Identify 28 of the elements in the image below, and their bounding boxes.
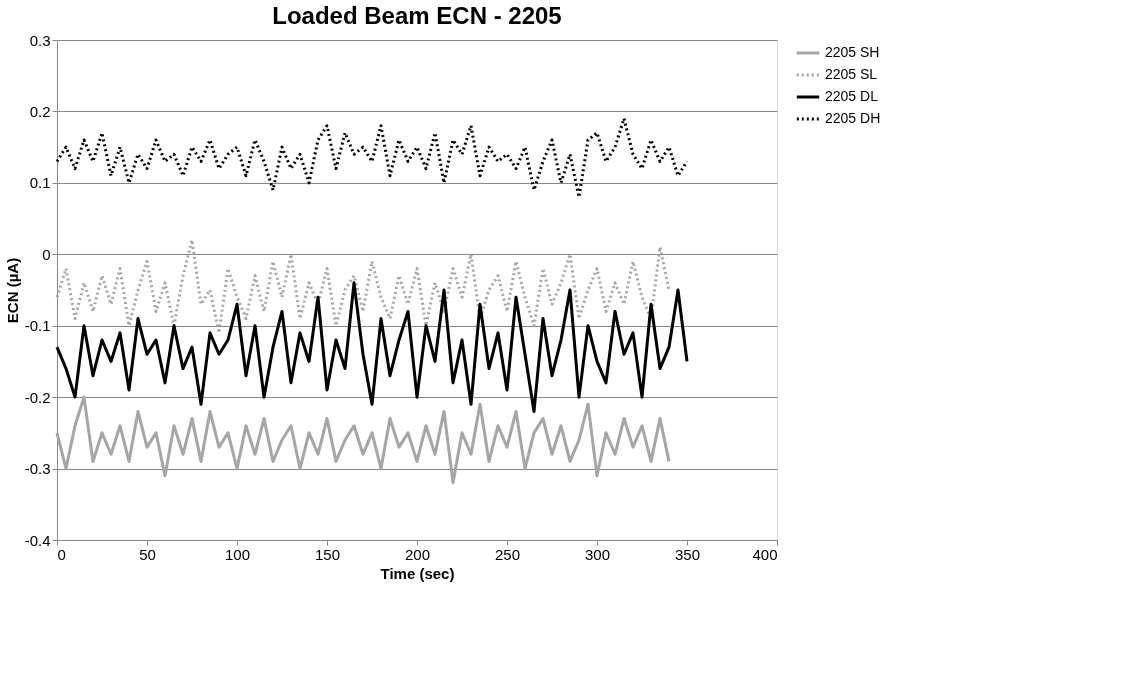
y-tick-label: 0.2 [29,102,51,120]
legend-label: 2205 DH [825,110,881,126]
legend-label: 2205 SL [825,66,878,82]
chart-title: Loaded Beam ECN - 2205 [272,2,562,29]
y-tick-label: -0.1 [24,317,51,335]
x-tick-label: 250 [494,545,521,563]
y-tick-label: -0.2 [24,388,51,406]
x-tick-label: 400 [752,545,778,563]
y-tick-label: 0.3 [29,31,51,49]
y-axis-title: ECN (µA) [3,257,21,324]
y-tick-label: 0 [42,245,51,263]
line-series [55,281,689,413]
y-tick-label: -0.4 [24,531,51,549]
line-series [55,238,671,335]
x-tick-label: 150 [314,545,341,563]
x-tick-label: 0 [57,545,66,563]
x-tick-label: 300 [584,545,611,563]
line-series [55,395,671,485]
x-tick-label: 100 [224,545,251,563]
y-tick-label: 0.1 [29,174,51,192]
legend-label: 2205 SH [825,44,880,60]
legend-label: 2205 DL [825,88,879,104]
line-series [55,117,689,199]
x-tick-label: 200 [404,545,431,563]
y-tick-label: -0.3 [24,460,51,478]
x-axis-title: Time (sec) [380,564,455,582]
x-tick-label: 350 [674,545,701,563]
x-tick-label: 50 [139,545,156,563]
